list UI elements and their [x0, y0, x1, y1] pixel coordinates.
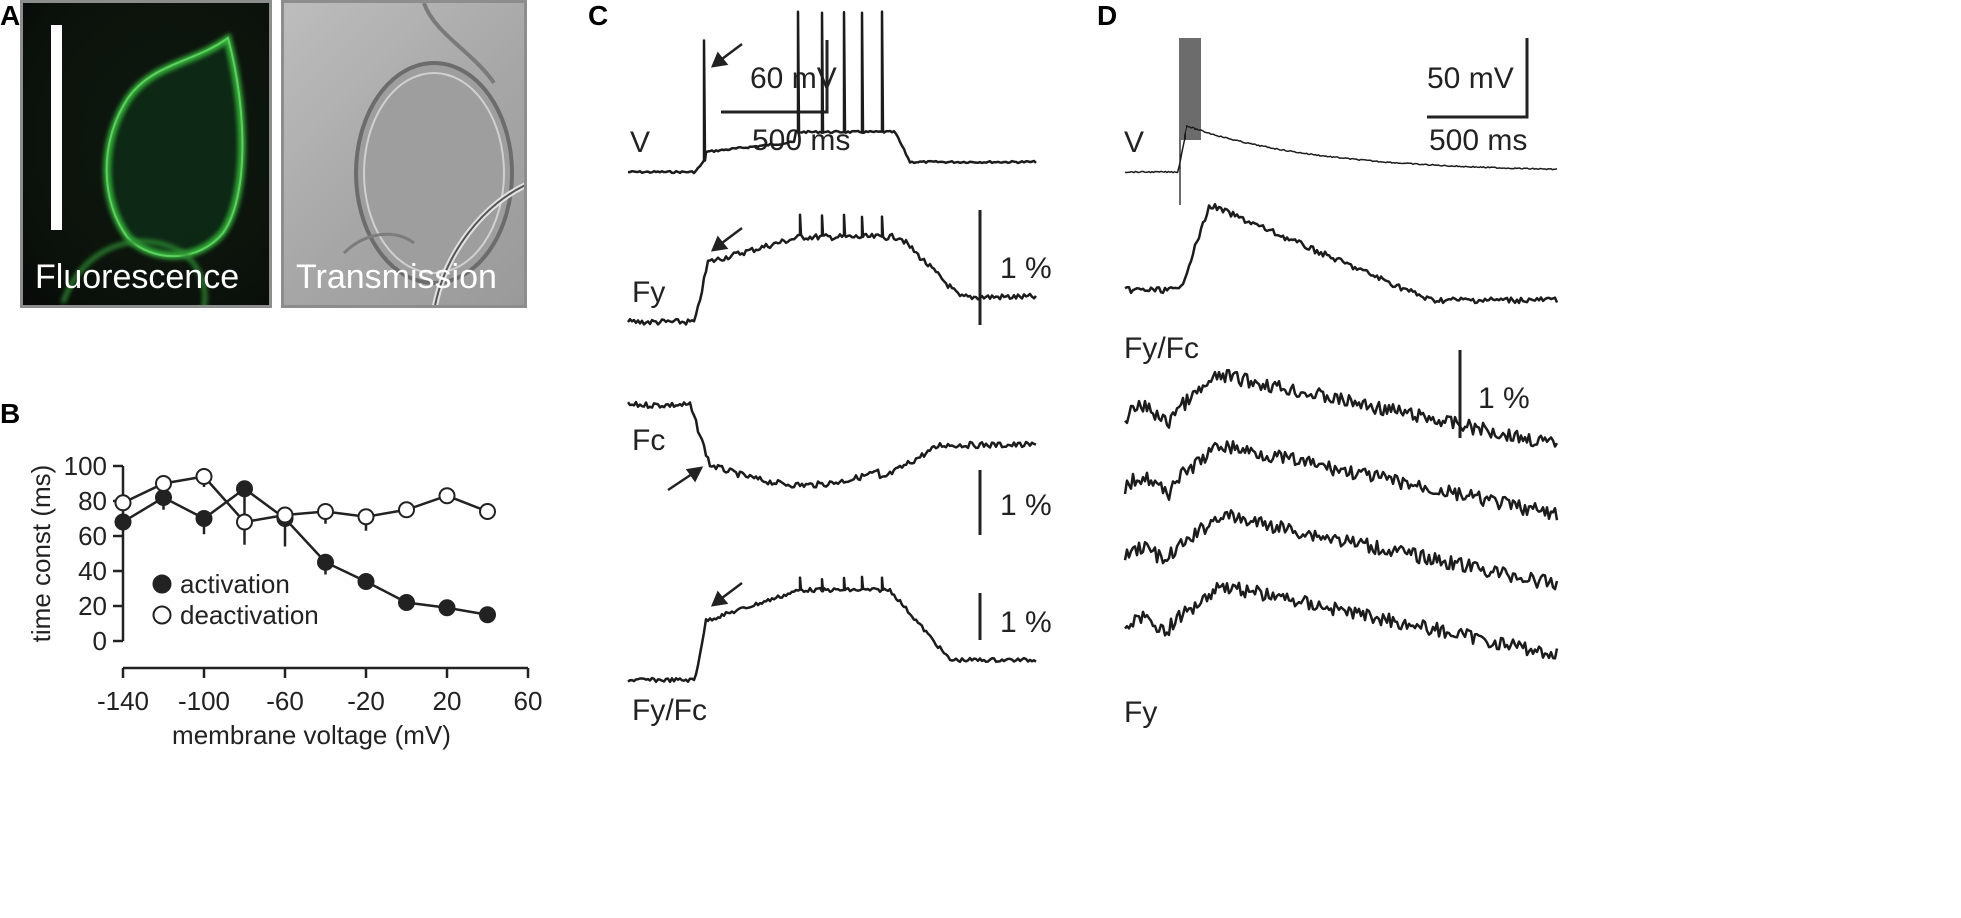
- traces-d: [1123, 38, 1559, 660]
- data-point: [276, 506, 294, 524]
- y-tick-label: 80: [78, 486, 107, 516]
- panel-d-letter: D: [1097, 0, 1118, 31]
- legend-label-activation: activation: [180, 569, 290, 599]
- transmission-cell-drawing: [342, 3, 524, 305]
- trace-c-v: [627, 10, 1037, 175]
- traces-c: [626, 10, 1037, 684]
- panel-d-traces: V Fy/Fc Fy 50 mV 500 ms 1 %: [1123, 38, 1559, 729]
- x-tick-label: -20: [347, 686, 385, 716]
- y-tick-label: 100: [64, 451, 107, 481]
- trace-c-fc: [626, 400, 1037, 489]
- series-line: [122, 475, 488, 524]
- scale-label-voltage: 50 mV: [1427, 62, 1514, 95]
- scale-label-percent: 1 %: [1478, 382, 1530, 415]
- y-tick-label: 0: [93, 626, 107, 656]
- series-line: [122, 487, 488, 616]
- data-point: [236, 513, 253, 531]
- trace-label-fy-fc: Fy/Fc: [632, 694, 707, 727]
- scale-label-percent-fyfc: 1 %: [1000, 606, 1052, 639]
- data-point: [357, 573, 375, 590]
- trace-label-fy: Fy: [632, 276, 665, 309]
- fluorescence-image: Fluorescence: [20, 0, 272, 308]
- legend-label-deactivation: deactivation: [180, 600, 319, 630]
- y-axis-label: time const (ms): [26, 465, 56, 643]
- arrow-marker-v: [710, 43, 743, 68]
- transmission-label: Transmission: [296, 258, 497, 296]
- data-point: [195, 468, 213, 485]
- arrow-marker-fc: [667, 466, 704, 492]
- scale-label-time: 500 ms: [1429, 124, 1527, 157]
- transmission-image: Transmission: [281, 0, 527, 308]
- data-point: [155, 489, 172, 506]
- data-point: [438, 487, 456, 505]
- panel-a-letter: A: [0, 0, 21, 31]
- trace-c-fyfc: [627, 575, 1037, 684]
- data-point: [195, 510, 213, 527]
- x-tick-label: 20: [433, 686, 462, 716]
- x-tick-label: -140: [97, 686, 149, 716]
- legend-marker-deactivation: [152, 605, 172, 625]
- time-constant-chart: 0 20 40 60 80 100 -140 -100 -60 -20 20 60 membrane v…: [26, 451, 542, 750]
- trace-d-fy-2: [1123, 440, 1559, 521]
- arrow-marker-fy: [710, 227, 743, 252]
- data-point: [317, 553, 334, 571]
- data-point: [398, 501, 415, 519]
- panel-b-letter: B: [0, 398, 21, 429]
- trace-label-v: V: [630, 126, 650, 159]
- trace-c-fy: [626, 213, 1037, 326]
- y-tick-label: 40: [78, 556, 107, 586]
- trace-d-fy-3: [1123, 509, 1559, 591]
- data-point: [317, 503, 334, 520]
- chart-axes: 0 20 40 60 80 100 -140 -100 -60 -20 20 60 membrane v…: [26, 451, 542, 750]
- x-tick-label: -60: [266, 686, 304, 716]
- y-tick-label: 60: [78, 521, 107, 551]
- chart-series: [114, 468, 496, 624]
- scale-label-percent-fy: 1 %: [1000, 252, 1052, 285]
- trace-d-fy-4: [1124, 581, 1559, 660]
- series-deactivation: [114, 468, 496, 531]
- scale-label-time: 500 ms: [752, 124, 850, 157]
- fluorescence-label: Fluorescence: [35, 258, 240, 296]
- scale-bar-voltage-time: [721, 40, 829, 114]
- trace-label-fy: Fy: [1124, 696, 1157, 729]
- data-point: [155, 475, 172, 492]
- legend-marker-activation: [152, 574, 172, 594]
- y-tick-label: 20: [78, 591, 107, 621]
- data-point: [438, 599, 456, 617]
- trace-d-v: [1124, 124, 1558, 174]
- data-point: [236, 480, 253, 498]
- data-point: [479, 606, 496, 624]
- trace-label-fc: Fc: [632, 424, 665, 457]
- scale-bar-voltage-time: [1427, 38, 1529, 119]
- fluorescence-cell-drawing: [51, 25, 246, 305]
- trace-d-fy-1: [1124, 369, 1559, 448]
- arrow-marker-fyfc: [710, 582, 743, 607]
- scale-bar: [51, 25, 62, 230]
- series-activation: [114, 480, 496, 624]
- x-tick-label: -100: [178, 686, 230, 716]
- panel-c-traces: V Fy Fc Fy/Fc 60 mV 500 ms 1 % 1 % 1 %: [626, 10, 1052, 727]
- x-tick-label: 60: [514, 686, 543, 716]
- spike-burst: [1179, 38, 1201, 205]
- x-axis-label: membrane voltage (mV): [172, 720, 451, 750]
- trace-label-fy-fc: Fy/Fc: [1124, 332, 1199, 365]
- trace-label-v: V: [1124, 126, 1144, 159]
- scale-label-percent-fc: 1 %: [1000, 489, 1052, 522]
- panel-c-letter: C: [588, 0, 609, 31]
- data-point: [114, 494, 132, 512]
- data-point: [357, 508, 375, 526]
- trace-d-fyfc: [1124, 202, 1559, 305]
- data-point: [479, 503, 496, 520]
- data-point: [398, 594, 415, 611]
- data-point: [114, 513, 132, 531]
